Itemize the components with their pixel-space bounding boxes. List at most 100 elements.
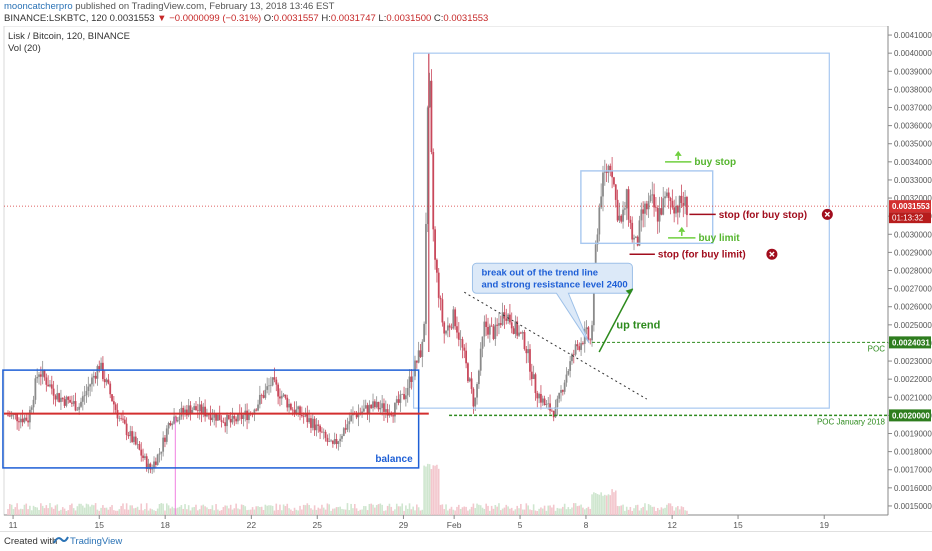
volume-bar: [257, 506, 259, 515]
candle-body: [91, 377, 93, 385]
candle-body: [370, 404, 373, 409]
volume-bar: [113, 510, 115, 515]
candle-body: [467, 363, 469, 382]
volume-bar: [184, 504, 186, 515]
volume-bar: [578, 505, 581, 515]
candle-body: [649, 195, 652, 202]
volume-bar: [359, 509, 362, 515]
tradingview-logo-icon[interactable]: [53, 534, 69, 549]
candle-body: [187, 405, 190, 416]
volume-bar: [633, 508, 635, 515]
volume-bar: [21, 509, 24, 515]
volume-bar: [543, 505, 546, 515]
volume-bar: [384, 510, 387, 515]
volume-bar: [164, 510, 166, 515]
candle-body: [483, 321, 486, 337]
volume-bar: [160, 503, 163, 515]
volume-bar: [436, 464, 438, 515]
volume-bar: [410, 509, 413, 515]
candle-body: [36, 376, 39, 379]
volume-bar: [18, 509, 20, 515]
author-link[interactable]: mooncatcherpro: [4, 1, 73, 12]
candle-body: [269, 385, 272, 387]
buy-limit-arrow-icon: [678, 226, 686, 232]
y-tick-label: 0.0027000: [894, 285, 932, 294]
volume-bar: [231, 509, 234, 515]
candle-body: [178, 416, 181, 421]
volume-bar: [531, 510, 533, 515]
volume-bar: [523, 509, 526, 515]
volume-bar: [656, 508, 659, 515]
volume-bar: [16, 503, 18, 515]
candle-body: [439, 297, 442, 300]
candle-body: [160, 451, 163, 454]
candle-body: [667, 192, 670, 198]
candle-body: [339, 438, 342, 442]
volume-bar: [19, 508, 22, 515]
volume-bar: [377, 504, 380, 515]
candle-body: [498, 323, 500, 326]
candle-body: [609, 165, 612, 172]
candle-body: [536, 393, 539, 399]
tradingview-brand[interactable]: TradingView: [70, 536, 123, 547]
volume-bar: [260, 506, 263, 515]
candle-body: [76, 409, 79, 411]
candle-body: [682, 202, 685, 206]
volume-bar: [89, 506, 91, 515]
candle-body: [107, 379, 110, 384]
volume-bar: [142, 510, 144, 515]
candle-body: [258, 394, 261, 405]
y-tick-label: 0.0017000: [894, 466, 932, 475]
candle-body: [206, 414, 208, 417]
candle-body: [83, 395, 86, 397]
candle-body: [527, 349, 530, 354]
candle-body: [58, 393, 61, 402]
candle-body: [501, 312, 504, 325]
candle-body: [591, 325, 593, 341]
volume-bar: [370, 503, 372, 515]
symbol-label: BINANCE:LSKBTC, 120: [4, 13, 107, 24]
volume-bar: [503, 507, 506, 515]
candle-body: [454, 309, 457, 327]
stop-buy-stop-close-x: [824, 211, 831, 218]
volume-bar: [629, 506, 632, 515]
volume-bar: [317, 507, 320, 515]
last-price: 0.0031553: [109, 13, 155, 24]
candle-body: [275, 379, 278, 385]
candle-body: [143, 456, 146, 458]
candle-body: [326, 437, 329, 442]
volume-bar: [516, 505, 519, 515]
volume-bar: [165, 503, 168, 515]
candle-body: [229, 419, 232, 423]
volume-bar: [98, 510, 101, 515]
volume-bar: [638, 510, 641, 515]
volume-bar: [244, 506, 247, 515]
candle-body: [317, 424, 320, 426]
candle-body: [280, 395, 283, 399]
volume-bar: [131, 505, 133, 515]
volume-bar: [30, 510, 33, 515]
up-trend-arrow: [598, 288, 634, 353]
volume-bar: [468, 509, 471, 515]
candle-body: [293, 410, 296, 414]
candle-body: [105, 379, 108, 383]
candle-body: [200, 404, 203, 414]
volume-bar: [593, 492, 595, 515]
candle-body: [43, 369, 46, 378]
candle-body: [14, 414, 17, 415]
volume-bar: [145, 503, 148, 515]
volume-bar: [445, 504, 447, 515]
open-value: 0.0031557: [273, 13, 319, 24]
volume-bar: [481, 507, 484, 515]
volume-bar: [447, 510, 449, 515]
volume-bar: [664, 507, 666, 515]
volume-bar: [255, 506, 258, 515]
volume-bar: [264, 504, 267, 515]
y-tick-label: 0.0025000: [894, 321, 932, 330]
volume-bar: [487, 505, 489, 515]
candle-body: [286, 397, 289, 408]
volume-bar: [507, 506, 509, 515]
candle-body: [525, 349, 528, 354]
candle-body: [27, 420, 29, 423]
